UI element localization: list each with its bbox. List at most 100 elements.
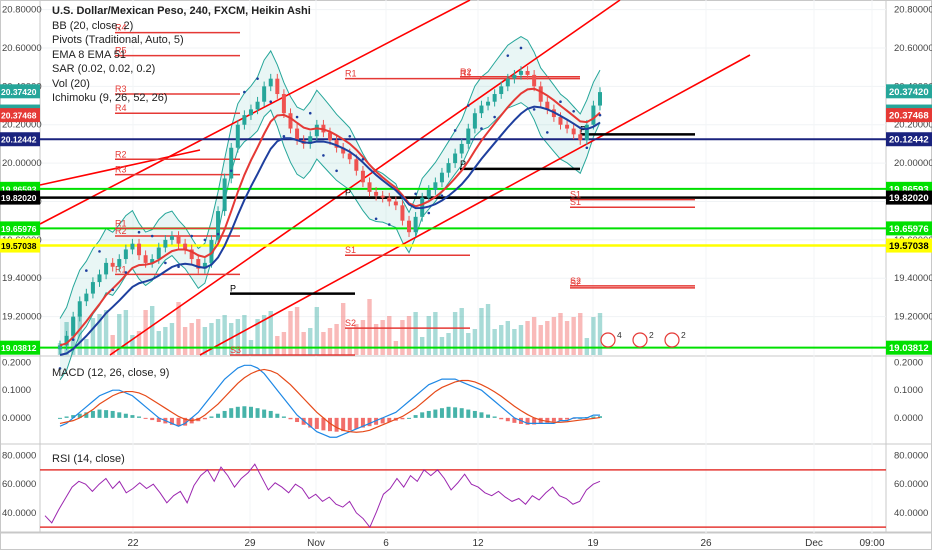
candle-body — [459, 143, 464, 154]
candle-body — [255, 101, 260, 110]
macd-histogram-bar — [242, 406, 247, 418]
pivot-label: R2 — [460, 67, 472, 77]
sar-dot — [216, 232, 220, 236]
candle-body — [275, 78, 280, 95]
price-tick-left: 20.60000 — [2, 43, 42, 54]
macd-histogram-bar — [209, 416, 214, 418]
macd-label[interactable]: MACD (12, 26, close, 9) — [52, 367, 170, 379]
candle-body — [156, 247, 161, 260]
price-tag-left — [0, 84, 40, 99]
price-tag-right-text: 19.82020 — [889, 193, 929, 204]
sar-dot — [387, 223, 391, 226]
volume-bar — [117, 314, 122, 355]
sar-dot — [177, 265, 180, 269]
rsi-label[interactable]: RSI (14, close) — [52, 453, 125, 465]
indicator-bb[interactable]: BB (20, close, 2) — [52, 19, 134, 32]
sar-dot — [85, 269, 88, 272]
macd-histogram-bar — [551, 417, 556, 422]
macd-line — [59, 364, 600, 438]
time-tick-label: 6 — [383, 538, 389, 549]
volume-bar — [103, 310, 109, 355]
price-tag-right-text: 19.86593 — [889, 184, 929, 195]
macd-histogram-bar — [558, 417, 563, 421]
price-tick-left: 19.20000 — [2, 312, 42, 323]
price-tag-left — [0, 190, 40, 205]
sar-dot — [190, 234, 194, 238]
time-tick-label: 22 — [127, 538, 139, 549]
macd-histogram-bar — [117, 412, 122, 418]
volume-bar — [551, 317, 557, 355]
sar-dot — [137, 230, 141, 234]
volume-bar — [275, 336, 280, 355]
candle-body — [308, 136, 313, 144]
sar-dot — [532, 108, 536, 111]
price-tick-right: 20.00000 — [894, 158, 932, 169]
volume-bar — [406, 316, 412, 355]
candle-body — [354, 159, 359, 171]
price-tick-left: 20.20000 — [2, 120, 42, 131]
macd-histogram-bar — [426, 410, 431, 418]
event-badge-count: 2 — [681, 330, 686, 340]
volume-bar — [354, 324, 359, 355]
volume-bar — [485, 304, 491, 355]
macd-histogram-bar — [341, 417, 346, 432]
volume-bar — [143, 310, 148, 355]
macd-histogram-bar — [64, 416, 69, 418]
rsi-tick-left: 80.0000 — [2, 451, 36, 462]
indicator-vol[interactable]: Vol (20) — [52, 77, 90, 90]
candle-body — [143, 255, 148, 263]
price-tick-left: 20.00000 — [2, 158, 42, 169]
macd-histogram-bar — [235, 406, 240, 418]
indicator-ema[interactable]: EMA 8 EMA 51 — [52, 48, 126, 61]
candle-body — [137, 243, 142, 256]
price-tag-left-text: 19.03812 — [1, 343, 37, 353]
candle-body — [565, 124, 570, 129]
volume-bar — [387, 316, 392, 355]
indicator-ichimoku[interactable]: Ichimoku (9, 26, 52, 26) — [52, 92, 168, 104]
price-tag-right — [886, 132, 932, 147]
macd-histogram-bar — [565, 417, 570, 420]
candle-body — [268, 78, 273, 87]
time-tick-label: Dec — [805, 538, 823, 549]
candle-body — [176, 236, 181, 244]
macd-histogram-bar — [328, 417, 332, 432]
trend-channel-line — [39, 0, 471, 225]
rsi-tick-left: 60.0000 — [2, 479, 36, 490]
price-tag-left-text: 19.65976 — [1, 224, 37, 234]
pivot-label: R1 — [460, 69, 472, 79]
volume-bar — [294, 307, 300, 355]
candle-body — [196, 259, 201, 269]
candle-body — [584, 124, 589, 141]
pivot-label: R1 — [345, 69, 357, 79]
volume-bar — [288, 311, 293, 355]
macd-histogram-bar — [222, 410, 227, 418]
pivot-label: R4 — [115, 23, 127, 33]
macd-histogram-bar — [288, 417, 293, 420]
candle-body — [466, 128, 471, 144]
macd-histogram-bar — [598, 416, 602, 418]
pivot-label: R2 — [115, 149, 127, 159]
price-tag-left-text: 20.37420 — [1, 87, 37, 97]
time-tick-label: 29 — [244, 538, 256, 549]
candle-body — [525, 71, 530, 75]
pivot-label: R1 — [115, 218, 127, 228]
time-tick-label: 26 — [700, 538, 712, 549]
time-tick-label: 19 — [587, 538, 599, 549]
macd-histogram-bar — [486, 414, 491, 418]
macd-histogram-bar — [255, 408, 260, 418]
indicator-pivots[interactable]: Pivots (Traditional, Auto, 5) — [52, 34, 184, 46]
event-badge-count: 2 — [649, 330, 654, 340]
pivot-label: R5 — [115, 46, 127, 56]
candle-body — [163, 239, 168, 248]
time-tick-label: Nov — [307, 538, 325, 549]
candle-body — [598, 92, 602, 106]
candle-body — [400, 205, 405, 221]
candle-body — [71, 316, 76, 336]
indicator-sar[interactable]: SAR (0.02, 0.02, 0.2) — [52, 63, 156, 75]
macd-histogram-bar — [123, 413, 128, 418]
macd-histogram-bar — [479, 412, 484, 418]
candle-body — [150, 259, 155, 263]
volume-bar — [281, 332, 287, 355]
